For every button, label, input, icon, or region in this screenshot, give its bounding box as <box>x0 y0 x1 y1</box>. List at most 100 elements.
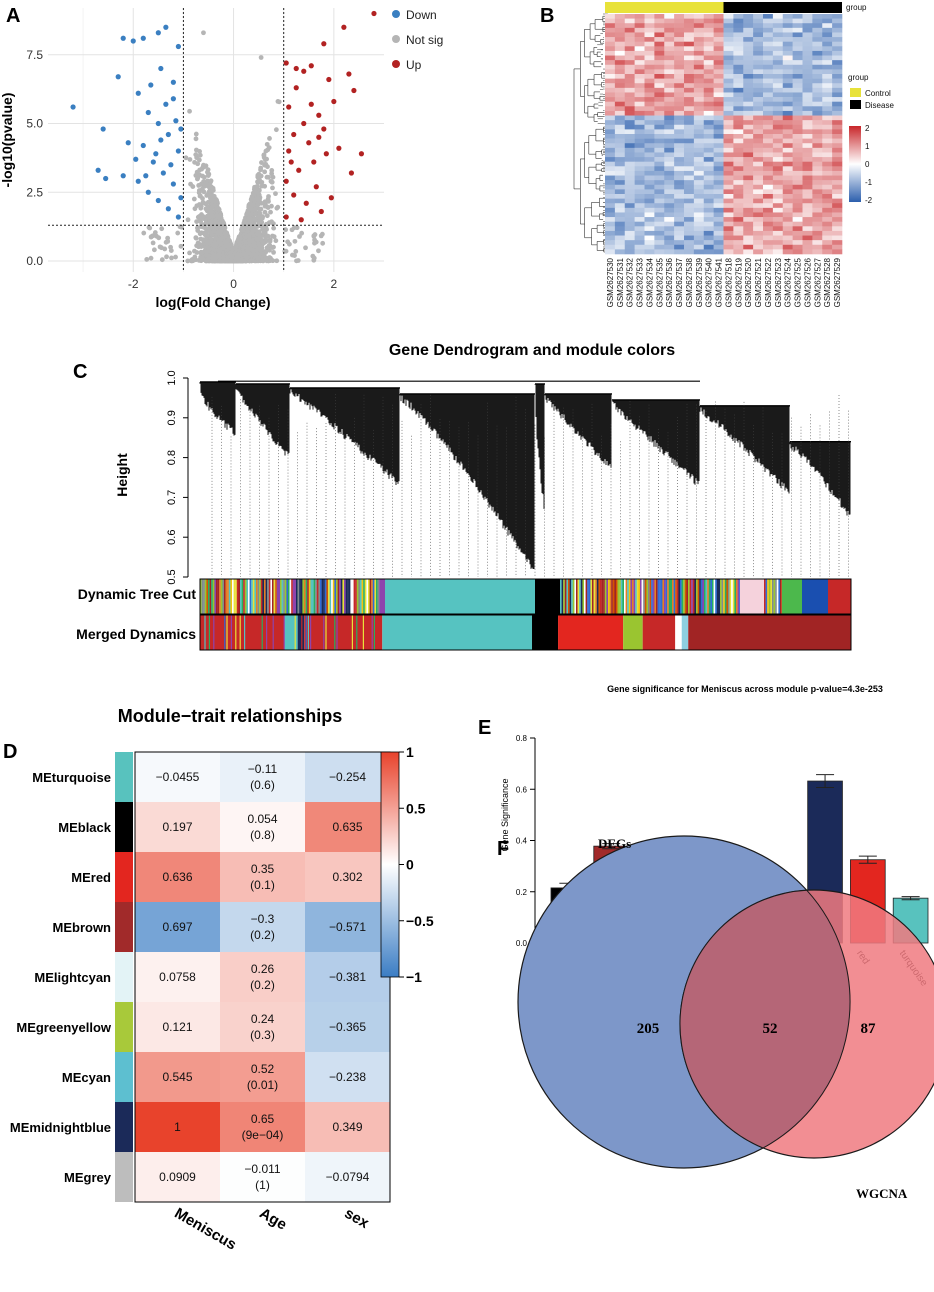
gene-heatmap-cell <box>684 240 695 246</box>
gene-heatmap-cell <box>723 87 734 93</box>
gene-heatmap-cell <box>753 37 764 42</box>
gene-heatmap-cell <box>772 83 784 89</box>
gene-heatmap-cell <box>664 78 675 84</box>
gene-heatmap-cell <box>674 166 685 172</box>
gene-heatmap-cell <box>782 217 793 222</box>
gene-heatmap-cell <box>674 55 685 61</box>
gene-heatmap-cell <box>674 69 685 75</box>
gene-heatmap-cell <box>812 124 823 130</box>
gene-heatmap-cell <box>802 189 813 195</box>
gene-heatmap-cell <box>832 175 843 181</box>
volcano-notsig-point <box>217 239 223 245</box>
volcano-notsig-point <box>264 174 270 180</box>
gene-heatmap-cell <box>664 244 675 250</box>
gene-heatmap-cell <box>802 244 813 250</box>
gene-heatmap-cell <box>753 101 764 107</box>
gene-heatmap-cell <box>772 170 784 176</box>
gene-heatmap-cell <box>802 92 813 98</box>
gene-heatmap-cell <box>822 97 833 102</box>
volcano-notsig-point <box>236 236 242 242</box>
gene-heatmap-cell <box>654 64 665 70</box>
gene-heatmap-cell <box>605 189 616 195</box>
gene-heatmap-cell <box>812 97 823 102</box>
gene-heatmap-cell <box>713 101 724 107</box>
gene-heatmap-cell <box>763 194 774 199</box>
gene-heatmap-cell <box>792 120 803 126</box>
gene-heatmap-cell <box>684 32 695 38</box>
gene-heatmap-cell <box>713 194 724 199</box>
gene-heatmap-cell <box>614 198 626 204</box>
gene-heatmap-cell <box>832 134 843 139</box>
gene-heatmap-cell <box>723 32 734 38</box>
gene-heatmap-cell <box>693 134 705 139</box>
gene-heatmap-cell <box>713 50 724 56</box>
gene-heatmap-cell <box>684 23 695 29</box>
gene-heatmap-cell <box>605 157 616 162</box>
gene-heatmap-cell <box>654 226 665 232</box>
gene-heatmap-cell <box>743 134 754 139</box>
gene-heatmap-cell <box>792 166 803 172</box>
volcano-notsig-point <box>255 202 260 208</box>
gene-heatmap-cell <box>802 198 813 204</box>
gene-heatmap-cell <box>802 50 813 56</box>
gene-heatmap-cell <box>812 175 823 181</box>
gene-heatmap-cell <box>763 143 774 149</box>
gene-heatmap-cell <box>812 120 823 126</box>
gene-heatmap-cell <box>772 41 784 47</box>
gene-heatmap-cell <box>723 203 734 209</box>
gene-heatmap-cell <box>605 175 616 181</box>
gene-heatmap-cell <box>753 189 764 195</box>
gene-heatmap-cell <box>644 110 655 116</box>
gene-heatmap-cell <box>782 244 793 250</box>
gene-heatmap-cell <box>832 83 843 89</box>
gene-heatmap-cell <box>703 92 714 98</box>
volcano-notsig-point <box>156 235 162 241</box>
volcano-notsig-point <box>210 187 216 193</box>
gene-heatmap-cell <box>753 129 764 135</box>
gene-heatmap-cell <box>772 244 784 250</box>
gene-heatmap-cell <box>605 184 616 190</box>
volcano-notsig-point <box>192 159 197 165</box>
gene-heatmap-cell <box>703 74 714 79</box>
gene-heatmap-cell <box>624 50 635 56</box>
gene-heatmap-cell <box>654 180 665 186</box>
gene-heatmap-cell <box>624 249 635 255</box>
gene-heatmap-cell <box>703 120 714 126</box>
gene-heatmap-cell <box>792 244 803 250</box>
gene-heatmap-cell <box>644 147 655 153</box>
gene-heatmap-cell <box>792 138 803 144</box>
gene-heatmap-cell <box>743 14 754 19</box>
gene-heatmap-cell <box>792 152 803 158</box>
gene-heatmap-cell <box>802 18 813 24</box>
gene-heatmap-cell <box>634 217 645 222</box>
gene-heatmap-cell <box>812 110 823 116</box>
gene-heatmap-cell <box>703 175 714 181</box>
gene-heatmap-cell <box>605 226 616 232</box>
gene-heatmap-cell <box>812 92 823 98</box>
gene-heatmap-cell <box>644 134 655 139</box>
gene-heatmap-cell <box>693 32 705 38</box>
gene-heatmap-cell <box>605 166 616 172</box>
gene-heatmap-cell <box>703 235 714 241</box>
gene-heatmap-cell <box>772 161 784 167</box>
gene-heatmap-cell <box>733 221 744 227</box>
gene-heatmap-cell <box>792 46 803 52</box>
gene-heatmap-cell <box>832 74 843 79</box>
gene-heatmap-sample-label: GSM2627522 <box>764 257 773 307</box>
volcano-point-down <box>95 167 101 173</box>
gene-heatmap-cell <box>624 180 635 186</box>
gene-heatmap-cell <box>624 230 635 236</box>
volcano-notsig-point <box>185 217 191 223</box>
gene-heatmap-cell <box>614 41 626 47</box>
gene-heatmap-sample-label: GSM2627537 <box>675 257 684 307</box>
volcano-point-up <box>291 131 297 138</box>
gene-heatmap-cell <box>605 110 616 116</box>
gene-heatmap-cell <box>614 217 626 222</box>
gene-heatmap-cell <box>614 97 626 102</box>
gene-heatmap-cell <box>733 194 744 199</box>
volcano-point-up <box>308 101 314 107</box>
gene-heatmap-cell <box>802 23 813 29</box>
gene-heatmap-cell <box>792 161 803 167</box>
gene-heatmap-cell <box>832 78 843 84</box>
